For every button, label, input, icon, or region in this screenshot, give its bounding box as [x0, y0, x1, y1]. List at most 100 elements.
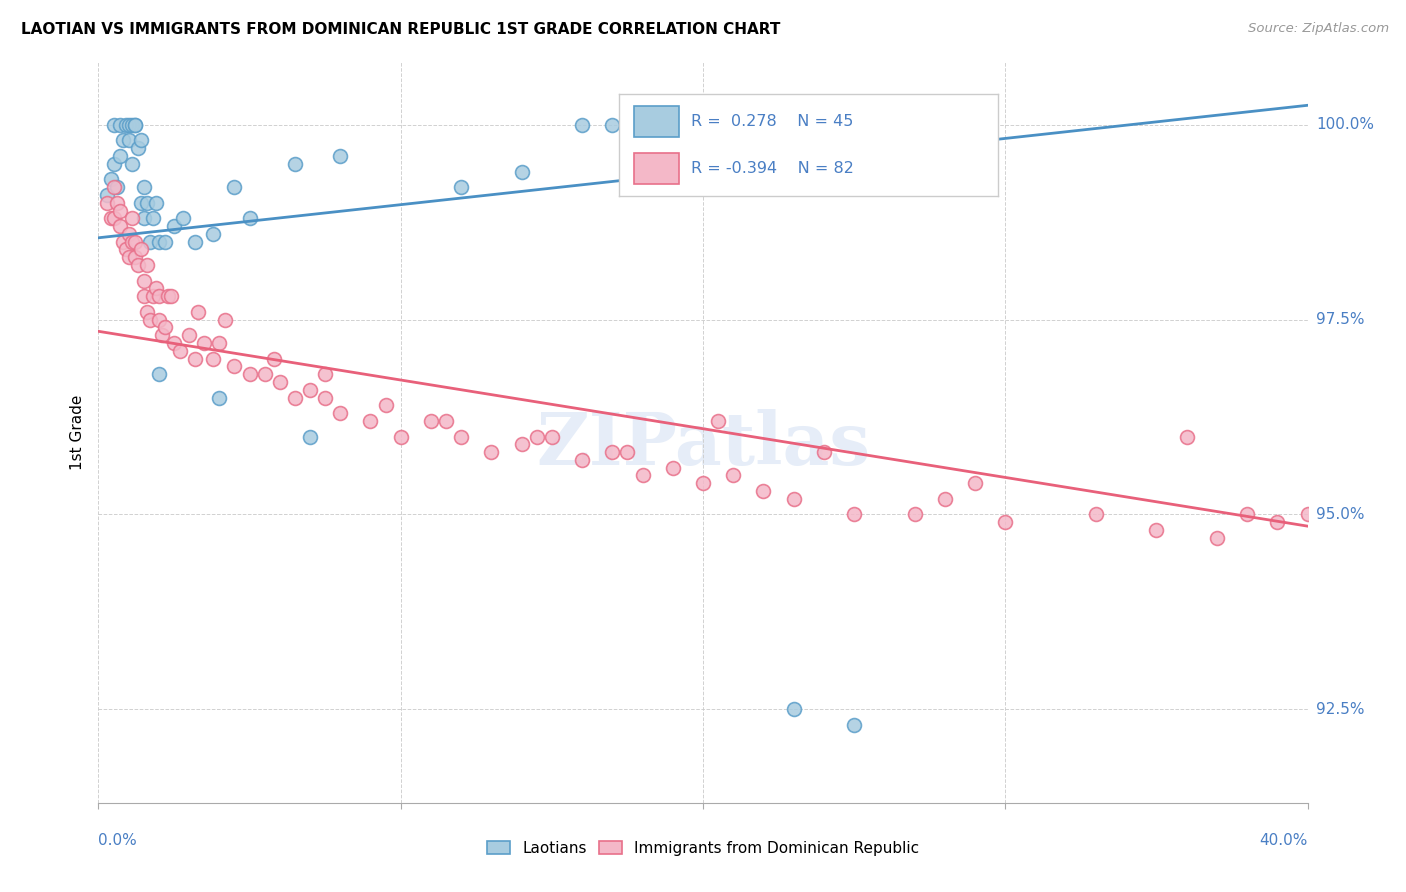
Point	[127, 258, 149, 272]
Point	[148, 289, 170, 303]
Point	[129, 133, 152, 147]
Point	[284, 391, 307, 405]
Point	[111, 235, 134, 249]
Text: LAOTIAN VS IMMIGRANTS FROM DOMINICAN REPUBLIC 1ST GRADE CORRELATION CHART: LAOTIAN VS IMMIGRANTS FROM DOMINICAN REP…	[21, 22, 780, 37]
Point	[239, 367, 262, 381]
Point	[1267, 515, 1289, 529]
Point	[132, 289, 155, 303]
Point	[329, 406, 352, 420]
Point	[108, 203, 131, 218]
Point	[103, 211, 125, 226]
Point	[108, 219, 131, 233]
Point	[752, 484, 775, 499]
Point	[127, 141, 149, 155]
Point	[420, 414, 443, 428]
Point	[299, 383, 322, 397]
Point	[526, 429, 548, 443]
Text: 0.0%: 0.0%	[98, 833, 138, 848]
Point	[224, 359, 246, 374]
Point	[132, 211, 155, 226]
Point	[132, 180, 155, 194]
Text: 40.0%: 40.0%	[1260, 833, 1308, 848]
Point	[148, 312, 170, 326]
Point	[169, 343, 191, 358]
Point	[148, 367, 170, 381]
Point	[510, 164, 533, 178]
Point	[121, 211, 143, 226]
Point	[105, 180, 128, 194]
Point	[108, 149, 131, 163]
Point	[184, 235, 207, 249]
Point	[142, 289, 165, 303]
Point	[118, 250, 141, 264]
Point	[299, 429, 322, 443]
Point	[1296, 508, 1319, 522]
Legend: Laotians, Immigrants from Dominican Republic: Laotians, Immigrants from Dominican Repu…	[481, 835, 925, 862]
Point	[187, 305, 209, 319]
Text: 97.5%: 97.5%	[1316, 312, 1364, 327]
Point	[139, 312, 162, 326]
Point	[163, 336, 186, 351]
Point	[129, 195, 152, 210]
Point	[145, 281, 167, 295]
Point	[692, 157, 714, 171]
Point	[389, 429, 412, 443]
Point	[571, 118, 593, 132]
Point	[114, 243, 136, 257]
Text: 95.0%: 95.0%	[1316, 507, 1364, 522]
Point	[214, 312, 236, 326]
Point	[145, 195, 167, 210]
Point	[314, 367, 336, 381]
Point	[602, 445, 624, 459]
Point	[124, 118, 146, 132]
Point	[121, 118, 143, 132]
Point	[329, 149, 352, 163]
Point	[1146, 523, 1168, 537]
Point	[96, 188, 118, 202]
Point	[202, 351, 225, 366]
Point	[616, 445, 638, 459]
Point	[100, 172, 122, 186]
Point	[434, 414, 457, 428]
Point	[193, 336, 215, 351]
Point	[723, 164, 745, 178]
Point	[103, 157, 125, 171]
Point	[965, 476, 987, 491]
Point	[202, 227, 225, 241]
Point	[239, 211, 262, 226]
Point	[844, 508, 866, 522]
Point	[114, 118, 136, 132]
Point	[124, 118, 146, 132]
Point	[111, 133, 134, 147]
Point	[208, 336, 231, 351]
Point	[844, 718, 866, 732]
Point	[481, 445, 503, 459]
Point	[263, 351, 285, 366]
Point	[148, 235, 170, 249]
Point	[96, 195, 118, 210]
Point	[179, 328, 201, 343]
Point	[118, 133, 141, 147]
Point	[450, 429, 472, 443]
Text: 100.0%: 100.0%	[1316, 117, 1374, 132]
Point	[1175, 429, 1198, 443]
Point	[510, 437, 533, 451]
Point	[172, 211, 194, 226]
Y-axis label: 1st Grade: 1st Grade	[70, 395, 86, 470]
Point	[153, 320, 176, 334]
Point	[994, 515, 1017, 529]
Point	[129, 243, 152, 257]
Point	[121, 157, 143, 171]
Point	[707, 414, 730, 428]
Text: R =  0.278    N = 45: R = 0.278 N = 45	[690, 114, 853, 128]
Bar	[634, 106, 679, 136]
Point	[904, 508, 927, 522]
Point	[314, 391, 336, 405]
Point	[132, 274, 155, 288]
Point	[269, 375, 291, 389]
Point	[184, 351, 207, 366]
Point	[135, 305, 157, 319]
Point	[135, 195, 157, 210]
Point	[100, 211, 122, 226]
Text: ZIPatlas: ZIPatlas	[536, 409, 870, 480]
